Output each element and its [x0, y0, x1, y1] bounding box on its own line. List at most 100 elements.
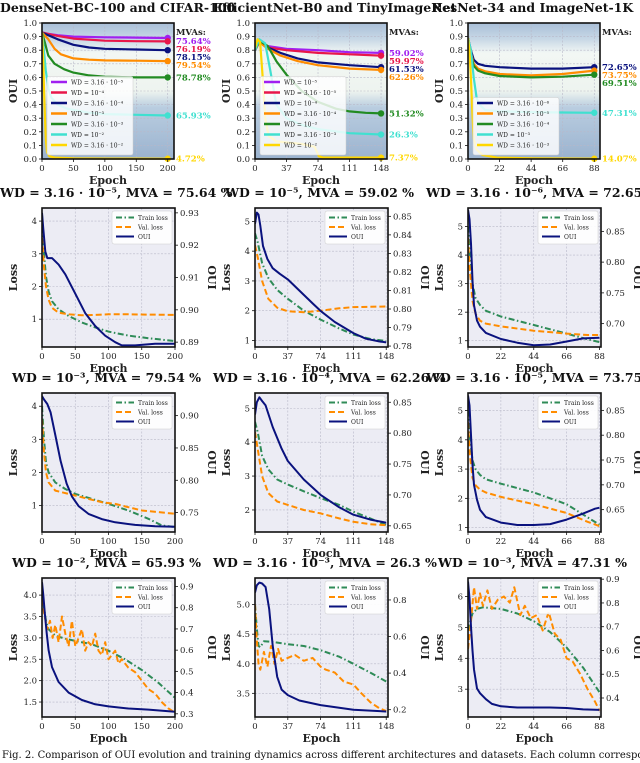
y2-tick-label: 0.6: [180, 646, 194, 656]
y2-tick-label: 0.84: [393, 231, 412, 241]
y-tick-label: 0.7: [449, 60, 463, 70]
y-axis-label: Loss: [220, 264, 233, 291]
y-tick-label: 0.6: [23, 73, 37, 83]
series-line-wd-3: [42, 31, 168, 63]
panel-efficientnet-oui: EfficientNet-B0 and TinyImageNet MVAs: 59.…: [213, 0, 456, 189]
mva-label: 78.78%: [176, 73, 211, 83]
y-tick-label: 5: [245, 217, 250, 227]
plot-frame: [254, 207, 389, 348]
y-tick-label: 5: [458, 223, 463, 233]
y2-tick-label: 0.75: [180, 509, 199, 519]
y2-tick-label: 0.80: [393, 305, 412, 315]
y-tick-label: 1: [32, 502, 37, 512]
legend-label: WD = 10⁻³: [284, 122, 318, 129]
y-axis-label: OUI: [433, 79, 446, 103]
chart-svg: Train loss Val. loss OUI 0 37 74 111 148 1 2 3 4 5 0.…: [220, 207, 431, 375]
x-tick-label: 22: [495, 352, 506, 362]
x-tick-label: 74: [315, 352, 326, 362]
x-tick-label: 44: [528, 537, 539, 547]
x-tick-label: 0: [39, 537, 44, 547]
x-tick-label: 100: [100, 722, 116, 732]
y2-axis-label: OUI: [631, 635, 640, 659]
x-tick-label: 148: [378, 352, 394, 362]
series-line-oui: [468, 581, 600, 711]
chart-title: WD = 10⁻³, MVA = 79.54 %: [11, 370, 202, 385]
y2-axis-label: OUI: [205, 265, 218, 289]
legend-label: OUI: [351, 604, 364, 611]
series-line-oui: [468, 395, 600, 526]
mva-label: 78.15%: [176, 53, 211, 63]
x-tick-label: 50: [68, 164, 79, 174]
x-axis-label: Epoch: [515, 732, 553, 745]
legend-label: Val. loss: [563, 410, 589, 417]
endpoint-marker: [164, 38, 171, 45]
y-axis-label: OUI: [7, 79, 20, 103]
panel-densenet-wd1e-3: WD = 10⁻³, MVA = 79.54 % Train loss Val. l…: [0, 370, 218, 560]
y-tick-label: 1.0: [449, 19, 463, 29]
y-tick-label: 5: [245, 404, 250, 414]
legend-label: Train loss: [138, 215, 168, 222]
y-tick-label: 0.1: [449, 141, 463, 151]
y-tick-label: 1: [458, 524, 463, 534]
endpoint-marker: [377, 131, 385, 138]
legend-label: Train loss: [351, 400, 381, 407]
mva-label: 61.53%: [389, 65, 424, 75]
y-tick-label: 0.3: [449, 114, 463, 124]
legend-label: WD = 3.16 · 10⁻³: [497, 143, 550, 150]
y2-tick-label: 0.4: [393, 669, 407, 679]
y-tick-label: 4.0: [23, 591, 37, 601]
x-tick-label: 0: [252, 164, 257, 174]
legend-label: Val. loss: [563, 225, 589, 232]
y2-tick-label: 0.8: [393, 596, 407, 606]
series-line-val-loss: [255, 431, 387, 527]
y-tick-label: 4.5: [236, 630, 250, 640]
y-tick-label: 3: [458, 465, 463, 475]
x-tick-label: 150: [128, 164, 144, 174]
y-axis-label: Loss: [220, 449, 233, 476]
y-tick-label: 0.1: [236, 141, 250, 151]
y-tick-label: 4: [458, 654, 463, 664]
y-tick-label: 1.0: [23, 19, 37, 29]
x-axis-label: Epoch: [89, 362, 127, 375]
y2-tick-label: 0.79: [393, 324, 412, 334]
chart-title: WD = 3.16 · 10⁻⁴, MVA = 62.26 %: [213, 370, 446, 385]
x-tick-label: 22: [495, 537, 506, 547]
plot-frame: [467, 392, 602, 533]
legend-label: WD = 10⁻²: [71, 132, 105, 139]
y-tick-label: 4: [32, 217, 37, 227]
series-group: [42, 582, 176, 714]
y-tick-label: 0.2: [23, 128, 37, 138]
legend-label: WD = 10⁻²: [284, 143, 318, 150]
x-tick-label: 88: [594, 352, 605, 362]
y2-tick-label: 0.91: [180, 274, 199, 284]
y2-tick-label: 0.85: [180, 444, 199, 454]
panel-efficientnet-wd1e-5: WD = 10⁻⁵, MVA = 59.02 % Train loss Val. l…: [213, 185, 431, 375]
legend-label: OUI: [564, 419, 577, 426]
y2-tick-label: 0.5: [606, 670, 620, 680]
panel-efficientnet-wd316e-3: WD = 3.16 · 10⁻³, MVA = 26.3 % Train loss…: [213, 555, 437, 745]
legend-label: Val. loss: [350, 595, 376, 602]
y2-tick-label: 0.93: [180, 209, 199, 219]
y-tick-label: 3: [245, 472, 250, 482]
y-tick-label: 0.7: [23, 60, 37, 70]
mva-label: 79.54%: [176, 61, 211, 71]
legend-label: Val. loss: [563, 595, 589, 602]
y-tick-label: 0.0: [23, 155, 37, 165]
x-axis-label: Epoch: [515, 174, 553, 187]
x-tick-label: 200: [167, 352, 183, 362]
y-tick-label: 1: [458, 337, 463, 347]
y-tick-label: 0.3: [236, 114, 250, 124]
x-tick-label: 100: [97, 164, 113, 174]
x-tick-label: 44: [528, 352, 539, 362]
x-tick-label: 88: [589, 164, 600, 174]
x-tick-label: 0: [252, 352, 257, 362]
y2-axis-label: OUI: [205, 635, 218, 659]
x-tick-label: 37: [282, 722, 293, 732]
y-tick-label: 4: [245, 247, 250, 257]
legend-label: WD = 3.16 · 10⁻⁴: [497, 122, 550, 129]
y-tick-label: 3: [458, 685, 463, 695]
x-tick-label: 150: [134, 537, 150, 547]
mva-header: MVAs:: [602, 28, 632, 38]
mva-label: 62.26%: [389, 73, 424, 83]
series-line-val-loss: [255, 244, 387, 314]
